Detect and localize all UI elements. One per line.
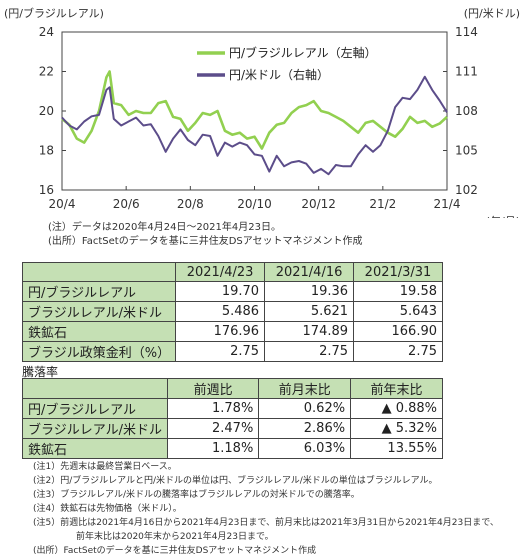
table-row: 鉄鉱石 1.18% 6.03% 13.55% bbox=[22, 438, 443, 459]
footnote: (注1）先週末は最終営業日ベース。 bbox=[33, 462, 177, 472]
right-axis-unit: (円/米ドル) bbox=[463, 7, 520, 20]
table-cell: 2.75 bbox=[353, 341, 443, 362]
footnote: 前年末比は2020年末から2021年4月23日まで。 bbox=[76, 532, 274, 542]
row-label: 円/ブラジルレアル bbox=[22, 398, 168, 419]
table-cell: 2.75 bbox=[175, 341, 266, 362]
change-rate-heading: 騰落率 bbox=[22, 365, 59, 379]
row-label: 鉄鉱石 bbox=[21, 321, 177, 342]
right-tick-label: 105 bbox=[455, 144, 478, 158]
table-cell: 5.486 bbox=[175, 301, 266, 322]
x-tick-label: 21/4 bbox=[434, 197, 461, 211]
row-label: 鉄鉱石 bbox=[22, 438, 168, 459]
table-cell: 1.78% bbox=[166, 398, 260, 419]
chart-source: (出所）FactSetのデータを基に三井住友DSアセットマネジメント作成 bbox=[48, 236, 363, 247]
legend-label: 円/米ドル（右軸） bbox=[229, 67, 329, 82]
table-cell: 166.90 bbox=[353, 321, 443, 342]
table-cell: 2.75 bbox=[264, 341, 355, 362]
table-cell: 19.36 bbox=[264, 281, 355, 302]
table-cell: 5.621 bbox=[264, 301, 355, 322]
left-tick-label: 22 bbox=[39, 65, 54, 79]
left-tick-label: 16 bbox=[39, 183, 54, 197]
line-chart: 16 18 20 22 24 102 105 108 111 114 20/4 20/6 20/8 20/… bbox=[39, 25, 520, 218]
footnote: (注5）前週比は2021年4月16日から2021年4月23日まで、前月末比は20… bbox=[33, 518, 499, 528]
row-label: ブラジルレアル/米ドル bbox=[22, 418, 168, 439]
table-cell: 1.18% bbox=[166, 438, 260, 459]
series-line-jpy-brl bbox=[61, 70, 448, 150]
table-row: ブラジル政策金利（%） 2.75 2.75 2.75 bbox=[21, 341, 443, 362]
series-line-jpy-usd bbox=[61, 75, 448, 176]
x-tick-label: 20/8 bbox=[177, 197, 204, 211]
row-label: ブラジルレアル/米ドル bbox=[21, 301, 177, 322]
table-cell: 19.70 bbox=[175, 281, 266, 302]
footnote: (注3）ブラジルレアル/米ドルの騰落率はブラジルレアルの対米ドルでの騰落率。 bbox=[33, 490, 360, 500]
indicator-table: 2021/4/23 2021/4/16 2021/3/31 円/ブラジルレアル … bbox=[21, 262, 443, 362]
right-tick-label: 114 bbox=[455, 25, 478, 39]
table-row: 円/ブラジルレアル 19.70 19.36 19.58 bbox=[21, 281, 443, 302]
table-cell: 2.86% bbox=[258, 418, 352, 439]
table-cell: 176.96 bbox=[175, 321, 266, 342]
table-cell: ▲ 5.32% bbox=[350, 418, 443, 439]
table-header-row: 2021/4/23 2021/4/16 2021/3/31 bbox=[21, 262, 443, 282]
column-header: 2021/3/31 bbox=[353, 262, 443, 282]
change-rate-table: 前週比 前月末比 前年末比 円/ブラジルレアル 1.78% 0.62% ▲ 0.… bbox=[22, 378, 443, 459]
row-label: ブラジル政策金利（%） bbox=[21, 341, 177, 362]
left-tick-label: 18 bbox=[39, 144, 54, 158]
column-header: 2021/4/23 bbox=[175, 262, 266, 282]
column-header: 前週比 bbox=[166, 378, 260, 399]
right-tick-label: 102 bbox=[455, 183, 478, 197]
table-corner bbox=[22, 378, 168, 399]
table-cell: 13.55% bbox=[350, 438, 443, 459]
table-cell: ▲ 0.88% bbox=[350, 398, 443, 419]
x-tick-label: 20/12 bbox=[301, 197, 336, 211]
footnote-source: (出所）FactSetのデータを基に三井住友DSアセットマネジメント作成 bbox=[33, 546, 317, 556]
left-tick-label: 24 bbox=[39, 25, 54, 39]
row-label: 円/ブラジルレアル bbox=[21, 281, 177, 302]
x-tick-label: 21/2 bbox=[369, 197, 396, 211]
footnote: (注4）鉄鉱石は先物価格（米ドル）。 bbox=[33, 504, 182, 514]
chart-note: (注）データは2020年4月24日～2021年4月23日。 bbox=[48, 222, 281, 233]
table-corner bbox=[21, 262, 177, 282]
table-row: 鉄鉱石 176.96 174.89 166.90 bbox=[21, 321, 443, 342]
legend-label: 円/ブラジルレアル（左軸） bbox=[229, 45, 377, 60]
table-cell: 174.89 bbox=[264, 321, 355, 342]
x-tick-label: 20/6 bbox=[113, 197, 140, 211]
column-header: 前年末比 bbox=[350, 378, 443, 399]
left-axis-unit: (円/ブラジルレアル) bbox=[4, 7, 104, 20]
x-tick-label: 20/4 bbox=[49, 197, 76, 211]
table-row: 円/ブラジルレアル 1.78% 0.62% ▲ 0.88% bbox=[22, 398, 443, 419]
x-axis-unit: (年/月) bbox=[486, 214, 520, 218]
table-header-row: 前週比 前月末比 前年末比 bbox=[22, 378, 443, 399]
table-cell: 19.58 bbox=[353, 281, 443, 302]
right-tick-label: 108 bbox=[455, 104, 478, 118]
table-cell: 0.62% bbox=[258, 398, 352, 419]
table-row: ブラジルレアル/米ドル 5.486 5.621 5.643 bbox=[21, 301, 443, 322]
table-cell: 2.47% bbox=[166, 418, 260, 439]
x-tick-label: 20/10 bbox=[237, 197, 272, 211]
table-cell: 6.03% bbox=[258, 438, 352, 459]
table-cell: 5.643 bbox=[353, 301, 443, 322]
column-header: 2021/4/16 bbox=[264, 262, 355, 282]
footnote: (注2）円/ブラジルレアルと円/米ドルの単位は円、ブラジルレアル/米ドルの単位は… bbox=[33, 476, 438, 486]
column-header: 前月末比 bbox=[258, 378, 352, 399]
right-tick-label: 111 bbox=[455, 65, 478, 79]
left-tick-label: 20 bbox=[39, 104, 54, 118]
table-row: ブラジルレアル/米ドル 2.47% 2.86% ▲ 5.32% bbox=[22, 418, 443, 439]
